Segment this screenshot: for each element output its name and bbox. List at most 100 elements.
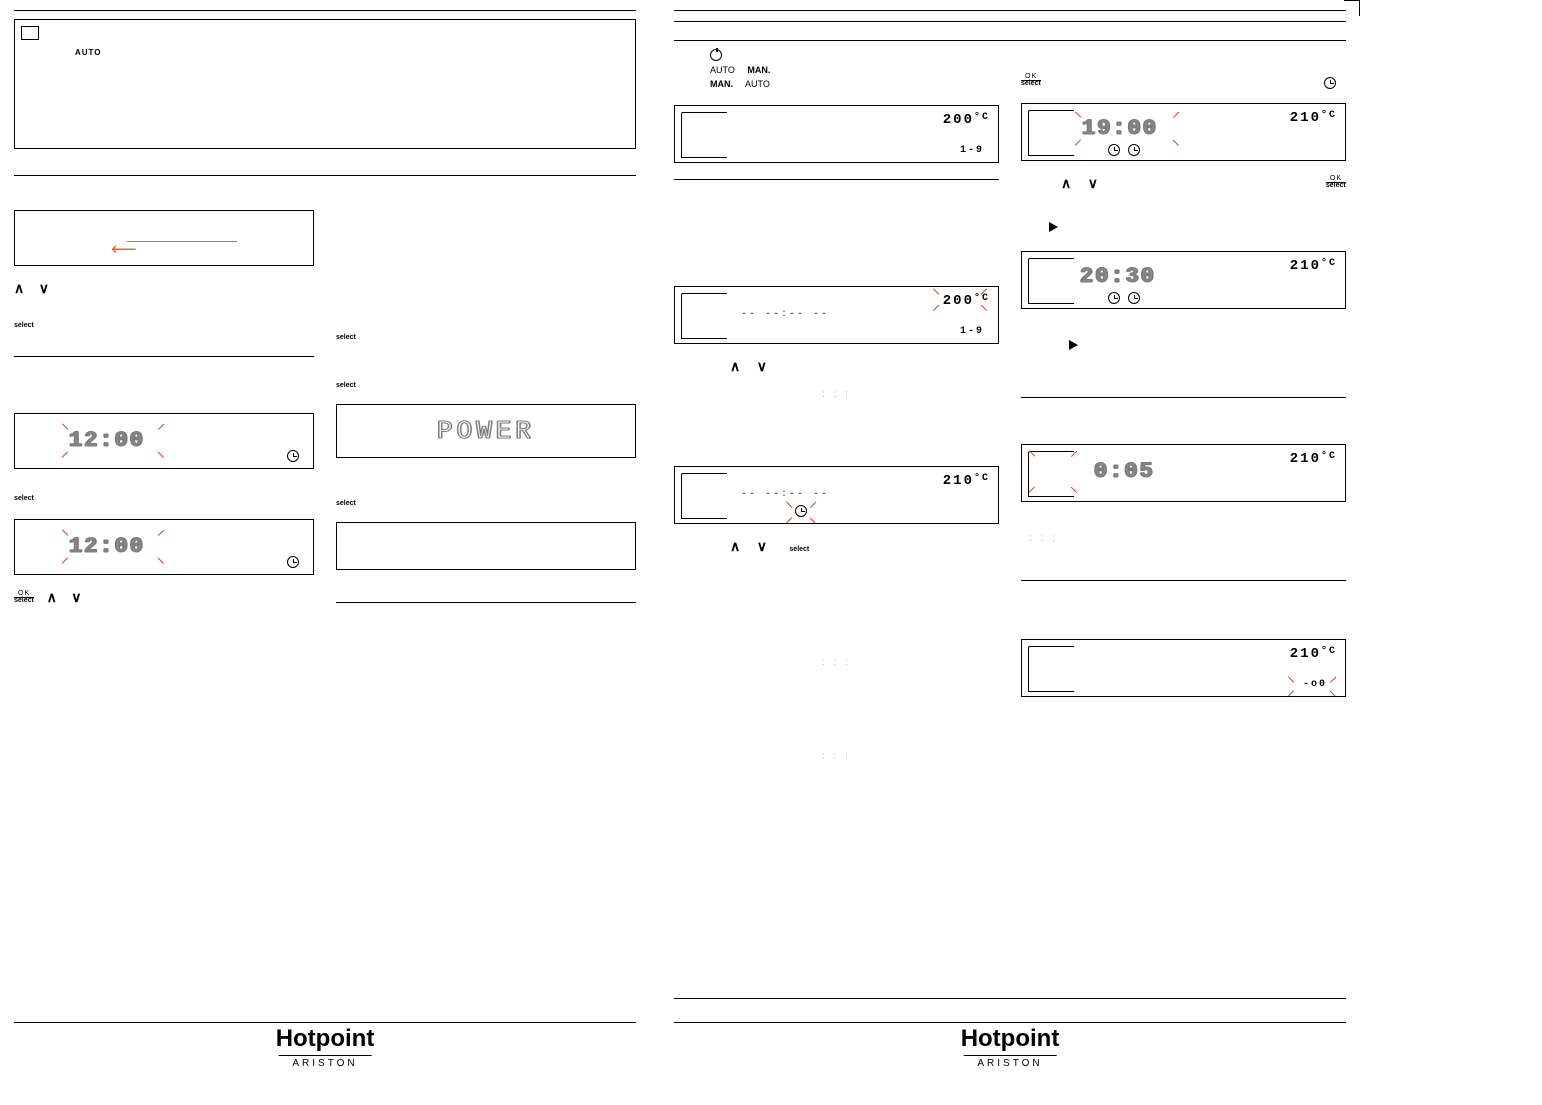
clock-icon-a3 [795,505,807,517]
down-a3: ∨ [757,538,767,555]
sub-a1: 1-9 [960,145,984,156]
mode-cluster: AUTO MAN. MAN. AUTO [710,49,999,91]
select-label-b1: select [14,495,34,502]
brand-sub-r: ARISTON [963,1055,1056,1069]
clock-glyph-right [1324,77,1336,89]
display-power: POWER [336,404,636,458]
orange-arrow-tail [127,241,237,242]
keys-b1: ∧ ∨ OKselect [1061,175,1346,193]
thumb-icon-a1 [681,112,727,158]
page-left: AUTO ⟵ ∧ ∨ select 12:00 [0,0,650,1105]
clock-b1-1 [1108,144,1120,156]
power-text: POWER [437,416,535,446]
mode-man-1: MAN. [747,65,770,75]
display-arrow: ⟵ [14,210,314,266]
component-diagram-box: AUTO [14,19,636,149]
rule-2 [14,356,314,357]
rule-3 [336,602,636,603]
display-1200-b: 12:00 [14,519,314,575]
rule-top-r-2 [674,21,1346,22]
up-icon: ∧ [14,280,24,297]
select-c3: select [336,500,356,507]
time-b2: 20:30 [1080,264,1156,289]
left-col-b: select select POWER select [336,210,636,607]
clock-b2-1 [1108,292,1120,304]
play-icon-2 [1069,340,1078,350]
up-a2: ∧ [730,358,740,375]
up-b1: ∧ [1061,175,1071,192]
rule-r-4 [1021,580,1346,581]
display-r-a3: -- --:-- -- 210 °C [674,466,999,524]
tiny-float-2: : : : [822,751,851,762]
display-r-b4: 210 °C -o0 [1021,639,1346,697]
page-bottom-rule-l [14,1022,636,1023]
orange-arrow-icon: ⟵ [111,239,137,260]
page-bottom-rule-r [674,1022,1346,1023]
down-a2: ∨ [757,358,767,375]
brand-name-l: Hotpoint [276,1025,375,1053]
down-b1: ∨ [1088,175,1098,192]
time-b3: 0:05 [1094,459,1155,484]
thumb-icon-b2 [1028,258,1074,304]
right-col-b: OKselect 19:00 210 °C ∧ ∨ OKselect [1021,49,1346,764]
rule-r-5 [674,998,1346,999]
time-1200-a: 12:00 [69,428,145,453]
temp-b1: 210 [1290,110,1321,126]
rule-r-1 [674,40,1346,41]
clock-b2-2 [1128,292,1140,304]
rule-r-2 [674,179,999,180]
keys-row-1: ∧ ∨ [14,280,314,298]
display-1200-a: 12:00 [14,413,314,469]
unit-b3: °C [1321,451,1337,462]
thumb-icon-a3 [681,473,727,519]
up-icon-2: ∧ [47,589,57,606]
placeholder-a2: -- --:-- -- [741,309,829,320]
thumb-icon-b4 [1028,646,1074,692]
select-c2: select [336,382,356,389]
display-empty [336,522,636,570]
temp-a2: 200 [943,293,974,309]
thumb-icon-b3 [1028,451,1074,497]
select-c1: select [336,334,356,341]
keys-a2: ∧ ∨ [730,358,999,376]
tiny-b: : : : [1029,533,1058,544]
unit-b1: °C [1321,110,1337,121]
rule-1 [14,175,636,176]
time-1200-b: 12:00 [69,534,145,559]
corner-mark-icon [1344,0,1360,16]
play-icon-1 [1049,222,1058,232]
keys-a3: ∧ ∨ select [730,538,999,556]
ok-select-top: OKselect [1021,73,1041,87]
sub-b4: -o0 [1303,679,1327,690]
temp-a1: 200 [943,112,974,128]
mini-rect-icon [21,26,39,40]
unit-b2: °C [1321,258,1337,269]
display-r-b1: 19:00 210 °C [1021,103,1346,161]
top-box-label: AUTO [75,48,102,57]
rule-r-3 [1021,397,1346,398]
tiny-float-1: : : : [822,657,851,668]
brand-sub-l: ARISTON [278,1055,371,1069]
tiny-a2: : : : [822,389,851,400]
display-r-b2: 20:30 210 °C [1021,251,1346,309]
ok-select-icon: OKselect [14,590,34,604]
right-col-a: AUTO MAN. MAN. AUTO 200 °C 1-9 -- --:-- … [674,49,999,764]
thumb-icon-b1 [1028,110,1074,156]
up-a3: ∧ [730,538,740,555]
display-r-a1: 200 °C 1-9 [674,105,999,163]
temp-b4: 210 [1290,646,1321,662]
clock-glyph-icon [710,49,722,61]
rule-top [14,10,636,11]
rule-top-r [674,10,1346,11]
select-label-1: select [14,322,34,329]
temp-a3: 210 [943,473,974,489]
mode-man-2: MAN. [710,79,733,89]
clock-icon-a [287,450,299,462]
select-a3: select [789,546,809,553]
down-icon-2: ∨ [71,589,81,606]
display-r-b3: 0:05 210 °C [1021,444,1346,502]
down-icon: ∨ [39,280,49,297]
ok-select-b1: OKselect [1326,175,1346,189]
brand-name-r: Hotpoint [961,1025,1060,1053]
time-b1: 19:00 [1082,116,1158,141]
